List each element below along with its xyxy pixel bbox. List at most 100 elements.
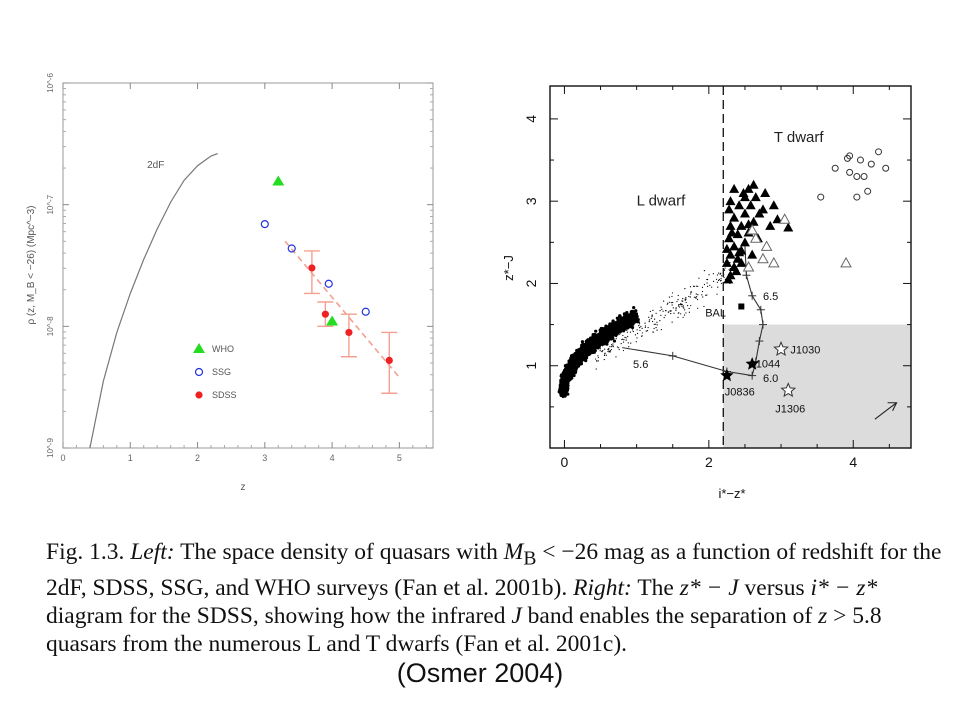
locus-scatter-star <box>668 296 671 298</box>
locus-scatter-star <box>605 354 607 356</box>
locus-star <box>582 343 586 347</box>
locus-scatter-star <box>705 294 707 296</box>
locus-scatter-star <box>723 276 725 278</box>
t-dwarf-point <box>853 193 861 201</box>
caption-text-2: mag as a function of redshift for the 2d… <box>46 539 942 601</box>
l-dwarf-point <box>729 212 740 222</box>
locus-scatter-star <box>660 328 663 331</box>
locus-star <box>621 324 625 328</box>
t-dwarf-point <box>846 168 854 176</box>
l-dwarf-point <box>721 257 732 267</box>
locus-scatter-star <box>690 305 692 307</box>
locus-scatter-star <box>671 321 673 323</box>
locus-scatter-star <box>610 344 613 346</box>
l-dwarf-point <box>736 220 747 230</box>
locus-scatter-star <box>667 302 669 304</box>
locus-scatter-star <box>607 350 609 352</box>
left-chart: 0 1 2 3 4 5 10^-9 10^-8 10^-7 10^-6 2dF WHO SSG SDSS… <box>26 73 434 493</box>
locus-scatter-star <box>604 352 606 354</box>
locus-star <box>596 336 600 340</box>
locus-scatter-star <box>629 331 631 333</box>
locus-scatter-star <box>595 346 597 349</box>
locus-star <box>570 358 574 362</box>
locus-star <box>635 314 639 319</box>
bal-point <box>738 303 745 310</box>
locus-scatter-star <box>684 309 686 311</box>
right-x-tick-label: 0 <box>561 454 569 470</box>
locus-star <box>562 373 566 377</box>
locus-star <box>565 365 569 370</box>
locus-scatter-star <box>712 273 714 275</box>
locus-scatter-star <box>716 293 718 295</box>
locus-star <box>617 324 621 328</box>
locus-scatter-star <box>623 339 625 341</box>
quasar-open-star <box>773 340 789 356</box>
locus-star <box>606 339 610 343</box>
l-dwarf-point <box>724 233 735 243</box>
locus-scatter-star <box>695 293 697 295</box>
locus-scatter-star <box>625 337 627 339</box>
locus-star <box>627 319 632 324</box>
locus-scatter-star <box>655 312 657 314</box>
locus-scatter-star <box>645 330 647 332</box>
locus-scatter-star <box>715 278 718 280</box>
locus-star <box>613 321 617 325</box>
locus-scatter-star <box>653 318 656 320</box>
locus-scatter-star <box>620 331 622 333</box>
locus-scatter-star <box>626 329 628 331</box>
locus-scatter-star <box>694 285 696 287</box>
locus-scatter-star <box>679 304 681 306</box>
locus-scatter-star <box>702 296 704 298</box>
curve-2dF <box>89 153 218 449</box>
curve-2dF-label: 2dF <box>147 160 164 171</box>
locus-scatter-star <box>669 301 671 303</box>
l-dwarf-point <box>725 220 736 230</box>
locus-scatter-star <box>622 338 624 340</box>
j0836-label: J0836 <box>725 386 755 398</box>
t-dwarf-point <box>856 156 864 164</box>
locus-scatter-star <box>622 349 625 352</box>
locus-scatter-star <box>630 342 632 344</box>
caption-mb-cond: < −26 <box>542 539 599 565</box>
caption-zcond: z <box>818 602 828 629</box>
locus-scatter-star <box>703 283 706 286</box>
locus-scatter-star <box>670 310 672 312</box>
locus-scatter-star <box>649 310 651 313</box>
locus-scatter-star <box>610 349 613 351</box>
locus-scatter-star <box>651 314 653 316</box>
legend-label-sdss: SDSS <box>212 390 237 400</box>
locus-scatter-star <box>615 356 617 358</box>
l-dwarf-point <box>725 196 736 206</box>
locus-star <box>562 386 566 390</box>
l-dwarf-point <box>750 192 761 202</box>
locus-star <box>587 340 591 345</box>
locus-scatter-star <box>615 336 618 338</box>
locus-scatter-star <box>618 347 620 349</box>
locus-scatter-star <box>610 346 613 348</box>
locus-star <box>572 353 576 357</box>
sdss-point <box>321 310 329 318</box>
locus-scatter-star <box>706 282 708 284</box>
l-dwarf-label: L dwarf <box>637 192 686 209</box>
locus-scatter-star <box>672 307 674 309</box>
locus-scatter-star <box>678 306 681 308</box>
locus-star <box>602 338 606 342</box>
citation-credit: (Osmer 2004) <box>396 658 564 688</box>
l-dwarf-point <box>745 200 756 210</box>
caption-iz: i* − z* <box>810 574 878 601</box>
figure-panels: 0 1 2 3 4 5 10^-9 10^-8 10^-7 10^-6 2dF WHO SSG SDSS… <box>26 73 912 501</box>
locus-scatter-star <box>652 309 654 311</box>
locus-star <box>565 374 569 378</box>
right-y-tick-label: 4 <box>523 115 539 123</box>
shaded-quasar-region <box>723 324 911 448</box>
locus-scatter-star <box>627 342 629 344</box>
locus-star <box>590 349 595 353</box>
locus-scatter-star <box>689 286 692 288</box>
locus-star <box>573 358 577 362</box>
locus-scatter-star <box>644 326 646 329</box>
locus-scatter-star <box>595 368 597 370</box>
locus-scatter-star <box>656 329 658 331</box>
locus-scatter-star <box>718 272 720 274</box>
locus-scatter-star <box>615 338 617 340</box>
locus-scatter-star <box>677 299 679 301</box>
